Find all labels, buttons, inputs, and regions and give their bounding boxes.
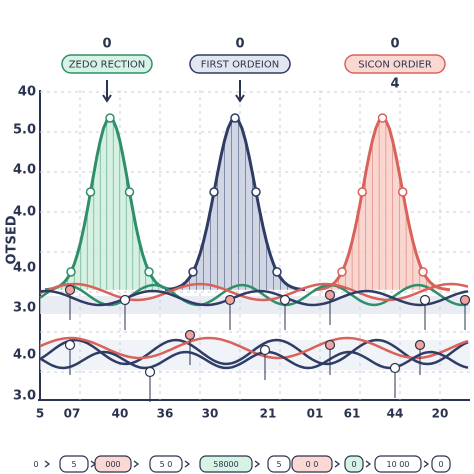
- point: [272, 267, 282, 277]
- point: [418, 267, 428, 277]
- control-pill[interactable]: [374, 455, 422, 473]
- control-label: 10 00: [387, 460, 410, 469]
- point: [119, 294, 131, 306]
- point: [66, 267, 76, 277]
- legend-badge: [61, 54, 153, 74]
- point: [251, 187, 261, 197]
- point: [230, 113, 240, 123]
- point: [224, 294, 236, 306]
- point: [85, 187, 96, 197]
- control-arrow: [133, 460, 140, 468]
- x-tick-label: 36: [157, 407, 174, 421]
- y-tick-label: 40: [18, 85, 36, 100]
- control-arrow: [423, 460, 430, 468]
- control-label: 0: [438, 460, 443, 469]
- point: [337, 267, 347, 277]
- control-pill[interactable]: [344, 455, 364, 473]
- control-label: 0: [33, 460, 38, 469]
- point: [389, 362, 401, 374]
- point: [209, 187, 219, 197]
- bell-fill: [45, 118, 175, 290]
- x-tick-label: 21: [260, 407, 277, 421]
- arrow: [102, 80, 112, 103]
- legend-badge: [344, 54, 446, 74]
- control-arrow: [365, 460, 372, 468]
- y-tick-label: 3.0: [13, 389, 36, 404]
- control-pill[interactable]: [267, 455, 291, 473]
- y-tick-label: 4.0: [13, 261, 36, 276]
- point: [279, 294, 291, 306]
- point: [324, 289, 336, 301]
- y-axis-title: OTSED: [5, 215, 20, 264]
- point: [124, 187, 135, 197]
- control-pill[interactable]: [199, 455, 253, 473]
- point: [188, 267, 198, 277]
- control-pill[interactable]: [149, 455, 183, 473]
- control-arrow: [184, 460, 191, 468]
- legend-badge: [189, 54, 291, 74]
- wave: [39, 338, 469, 366]
- legend-label: SICON ORDIER: [358, 60, 432, 71]
- y-tick-label: 4.0: [13, 205, 36, 220]
- x-tick-label: 40: [112, 407, 129, 421]
- legend-number: 0: [235, 37, 244, 52]
- bell-fill: [315, 118, 450, 290]
- x-tick-label: 20: [432, 407, 449, 421]
- x-tick-label: 07: [64, 407, 81, 421]
- control-label: 0 0: [306, 460, 319, 469]
- wave: [39, 283, 469, 307]
- x-tick-label: 30: [202, 407, 219, 421]
- arrow: [235, 80, 245, 103]
- legend-label: FIRST ORDEION: [201, 60, 279, 71]
- control-arrow: [334, 460, 341, 468]
- legend-number: 0: [102, 37, 111, 52]
- control-pill[interactable]: [431, 455, 451, 473]
- x-tick-label: 01: [307, 407, 324, 421]
- control-pill[interactable]: [59, 455, 89, 473]
- point: [64, 284, 76, 296]
- x-tick-label: 44: [387, 407, 404, 421]
- control-arrow: [44, 460, 51, 468]
- point: [144, 366, 156, 378]
- y-tick-label: 5.0: [13, 123, 36, 138]
- control-label: 5: [71, 460, 76, 469]
- y-tick-label: 4.0: [13, 163, 36, 178]
- legend-label: ZEDO RECTION: [69, 60, 146, 71]
- point: [64, 339, 76, 351]
- y-tick-label: 4.0: [13, 348, 36, 363]
- point: [184, 329, 196, 341]
- control-label: 0: [351, 460, 356, 469]
- control-label: 5 0: [160, 460, 173, 469]
- x-tick-label: 5: [36, 407, 44, 421]
- legend-marker: 4: [390, 77, 399, 92]
- control-arrow: [254, 460, 261, 468]
- point: [144, 267, 154, 277]
- point: [459, 294, 471, 306]
- legend-number: 0: [390, 37, 399, 52]
- point: [419, 294, 431, 306]
- control-label: 58000: [213, 460, 238, 469]
- control-pill[interactable]: [291, 455, 333, 473]
- wave: [39, 289, 469, 307]
- control-label: 000: [105, 460, 120, 469]
- point: [398, 187, 408, 197]
- control-pill[interactable]: [94, 455, 132, 473]
- y-tick-label: 3.0: [13, 301, 36, 316]
- point: [324, 339, 336, 351]
- point: [414, 339, 426, 351]
- point: [357, 187, 367, 197]
- point: [377, 113, 388, 123]
- x-tick-label: 61: [344, 407, 361, 421]
- point: [105, 113, 115, 123]
- wave: [39, 336, 469, 360]
- control-label: 5: [276, 460, 281, 469]
- bell-fill: [165, 118, 305, 290]
- point: [259, 344, 271, 356]
